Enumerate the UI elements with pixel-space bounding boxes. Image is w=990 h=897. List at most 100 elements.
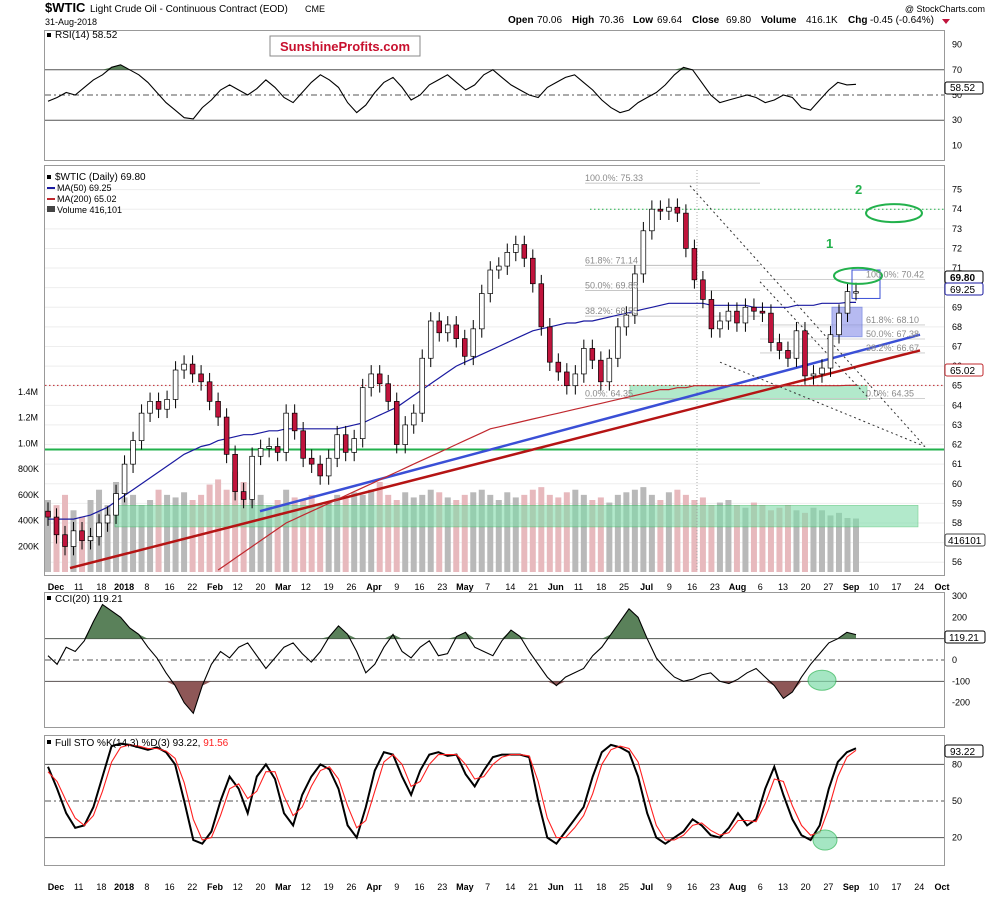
fib-label: 61.8%: 71.14 <box>585 255 638 265</box>
sto-x-tick-label: 6 <box>758 882 763 892</box>
candle-body <box>359 387 366 440</box>
price-x-tick-label: 16 <box>687 582 697 592</box>
volume-bar <box>767 510 774 572</box>
sto-x-tick-label: 8 <box>144 882 149 892</box>
candle-body <box>623 314 630 328</box>
sto-last-tag: 93.22 <box>950 747 975 758</box>
price-x-tick-label: Feb <box>207 582 224 592</box>
annotation-1: 1 <box>826 236 833 251</box>
volume-bar <box>546 494 553 572</box>
price-tick-label: 71 <box>952 263 962 273</box>
candle-body <box>147 401 153 414</box>
candle-body <box>402 424 408 445</box>
fib-label: 61.8%: 68.10 <box>866 315 919 325</box>
cci-title: CCI(20) 119.21 <box>55 594 123 605</box>
price-x-tick-label: 8 <box>144 582 149 592</box>
volume-tag: 416101 <box>948 536 982 547</box>
fib-label: 0.0%: 64.35 <box>585 388 633 398</box>
candle-body <box>96 522 102 538</box>
price-tick-label: 60 <box>952 479 962 489</box>
volume-bar <box>801 512 808 572</box>
candle-body <box>206 381 213 402</box>
volume-bar <box>614 494 621 572</box>
stockcharts-credit: @ StockCharts.com <box>905 4 985 14</box>
target-ellipse-2 <box>865 203 923 224</box>
price-x-tick-label: 10 <box>869 582 879 592</box>
sto-tick-label: 50 <box>952 796 962 806</box>
candle-body <box>844 291 851 314</box>
volume-bar <box>725 500 732 572</box>
price-tick-label: 67 <box>952 341 962 351</box>
volume-bar <box>393 500 400 572</box>
high-value: 70.36 <box>599 15 624 26</box>
price-x-tick-label: 14 <box>505 582 515 592</box>
sto-x-tick-label: 27 <box>823 882 833 892</box>
volume-bar <box>640 487 647 572</box>
volume-bar <box>776 507 783 572</box>
volume-bar <box>444 497 451 572</box>
price-x-tick-label: 23 <box>437 582 447 592</box>
volume-bar <box>172 497 179 572</box>
rsi-tick-label: 90 <box>952 40 962 50</box>
sto-x-tick-label: Sep <box>843 882 860 892</box>
fib-label: 38.2%: 66.67 <box>866 343 919 353</box>
down-arrow-icon <box>942 19 950 24</box>
volume-bar <box>342 497 349 572</box>
price-x-tick-label: Apr <box>366 582 382 592</box>
volume-bar <box>810 507 817 572</box>
instrument-name: Light Crude Oil - Continuous Contract (E… <box>90 4 288 15</box>
volume-bar <box>385 494 392 572</box>
sto-x-tick-label: 9 <box>394 882 399 892</box>
candle-body <box>640 230 647 275</box>
candle-body <box>479 293 485 330</box>
sto-x-tick-label: 12 <box>233 882 243 892</box>
fib-label: 100.0%: 75.33 <box>585 173 643 183</box>
ma200-legend: MA(200) 65.02 <box>57 194 117 204</box>
price-x-tick-label: Dec <box>48 582 65 592</box>
high-label: High <box>572 15 594 26</box>
candle-body <box>742 306 749 324</box>
candle-body <box>427 320 434 359</box>
close-value: 69.80 <box>726 15 751 26</box>
volume-bar <box>733 505 740 572</box>
price-x-tick-label: 9 <box>394 582 399 592</box>
price-tick-label: 63 <box>952 420 962 430</box>
candle-body <box>419 357 425 414</box>
volume-bar <box>784 505 791 572</box>
price-tick-label: 61 <box>952 459 962 469</box>
candle-body <box>164 399 170 410</box>
volume-bar <box>308 494 315 572</box>
open-value: 70.06 <box>537 15 562 26</box>
fib-label: 50.0%: 69.85 <box>585 281 638 291</box>
candle-body <box>759 310 766 314</box>
volume-bar <box>623 492 630 572</box>
price-x-tick-label: May <box>456 582 474 592</box>
candle-body <box>189 363 196 375</box>
support-zone-lower <box>114 505 919 528</box>
candle-body <box>683 212 689 249</box>
watermark-text: SunshineProfits.com <box>280 39 410 54</box>
volume-bar <box>691 500 698 572</box>
candle-body <box>802 330 808 377</box>
candle-body <box>751 306 757 312</box>
candle-body <box>547 326 553 363</box>
volume-bar <box>699 497 706 572</box>
price-x-tick-label: 9 <box>667 582 672 592</box>
volume-bar <box>300 500 307 572</box>
volume-bar <box>716 502 723 572</box>
price-x-tick-label: 18 <box>96 582 106 592</box>
price-tick-label: 64 <box>952 400 962 410</box>
sto-x-tick-label: Dec <box>48 882 65 892</box>
candle-body <box>45 510 51 518</box>
rsi-title: RSI(14) 58.52 <box>55 30 118 41</box>
candle-body <box>198 373 204 383</box>
price-x-tick-label: 16 <box>414 582 424 592</box>
volume-bar <box>291 497 298 572</box>
candle-body <box>351 438 357 453</box>
sto-x-tick-label: 16 <box>414 882 424 892</box>
ma200-line <box>217 384 856 571</box>
price-x-tick-label: 27 <box>823 582 833 592</box>
volume-tick-label: 1.2M <box>18 413 38 423</box>
price-x-tick-label: 2018 <box>114 582 134 592</box>
price-marker-icon <box>47 175 51 179</box>
